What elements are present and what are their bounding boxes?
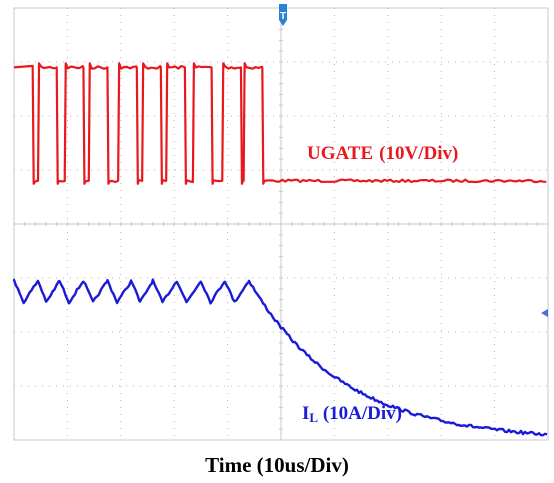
traces [12, 62, 548, 437]
trigger-marker: T [279, 4, 287, 26]
il-label-scale: (10A/Div) [318, 403, 402, 424]
il-label-main: I [302, 403, 309, 424]
trigger-marker-shape [279, 4, 287, 26]
ground-level-marker [541, 309, 548, 317]
grid [13, 7, 549, 441]
ugate-label-main: UGATE [307, 143, 373, 164]
il-label: IL (10A/Div) [302, 403, 402, 425]
ugate-label-scale: (10V/Div) [379, 143, 458, 164]
il-label-sub: L [309, 410, 318, 425]
x-axis-label: Time (10us/Div) [205, 453, 349, 477]
ugate-label: UGATE (10V/Div) [307, 143, 458, 164]
trigger-marker-label: T [280, 11, 286, 22]
il-trace [12, 278, 548, 437]
ugate-trace [13, 62, 547, 185]
